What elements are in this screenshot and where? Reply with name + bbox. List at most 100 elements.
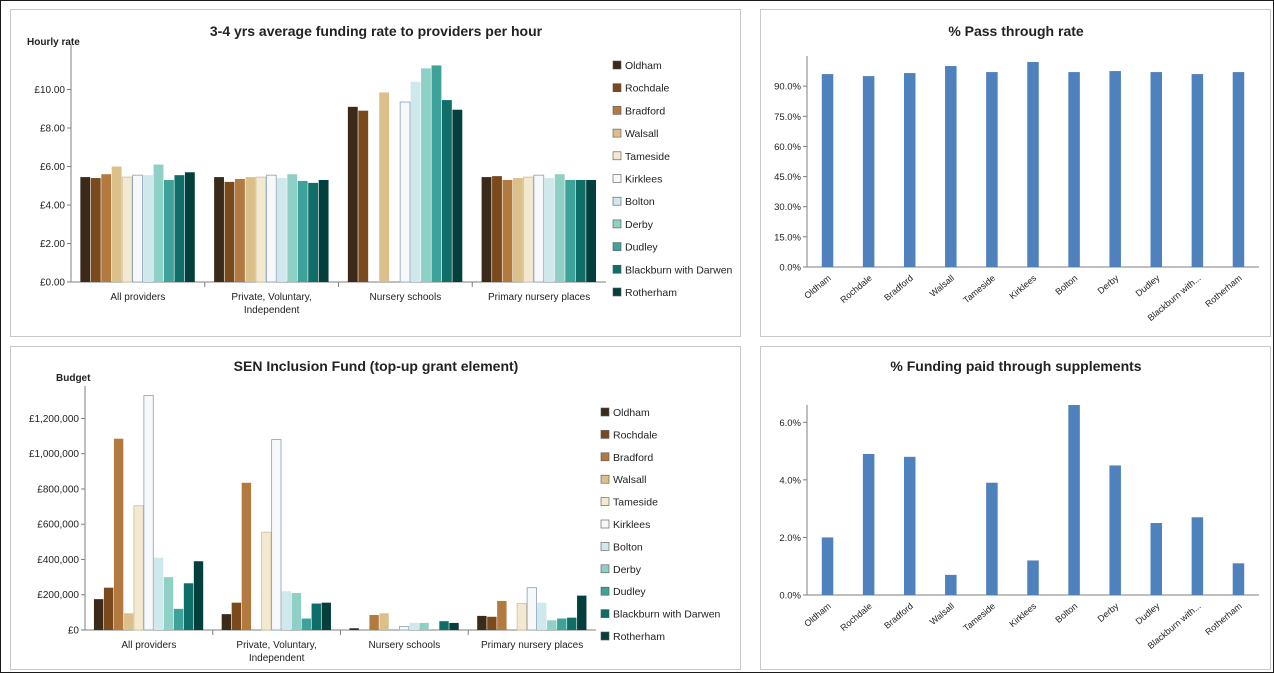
y-tick-label: £600,000 bbox=[37, 520, 79, 531]
bar-bradford bbox=[113, 438, 124, 630]
funding-rate-chart: 3-4 yrs average funding rate to provider… bbox=[27, 23, 733, 316]
y-tick-label: £4.00 bbox=[40, 201, 65, 212]
bar-tameside bbox=[516, 603, 527, 631]
bar-oldham bbox=[349, 628, 359, 630]
bar-bradford bbox=[369, 615, 379, 630]
bar-tameside bbox=[121, 176, 133, 283]
bar-bradford bbox=[235, 179, 245, 282]
bar-bradford bbox=[497, 600, 507, 630]
bar-derby bbox=[153, 164, 164, 282]
bar-derby bbox=[547, 620, 557, 630]
bar-rotherham bbox=[1232, 72, 1245, 267]
y-tick-label: £0.00 bbox=[40, 278, 65, 289]
legend-label: Dudley bbox=[613, 586, 646, 598]
bar-oldham bbox=[821, 74, 834, 267]
x-tick-label: All providers bbox=[121, 640, 176, 651]
bar-walsall bbox=[945, 66, 957, 267]
x-tick-label: Rotherham bbox=[1203, 601, 1244, 637]
x-tick-label: Derby bbox=[1096, 273, 1121, 296]
x-tick-label: Nursery schools bbox=[370, 292, 442, 303]
bar-bradford bbox=[101, 174, 112, 282]
legend-label: Derby bbox=[625, 219, 654, 231]
bar-derby bbox=[1109, 465, 1121, 595]
legend-swatch bbox=[600, 452, 610, 462]
y-axis-label: Budget bbox=[56, 373, 91, 384]
bar-blackburn-with bbox=[1191, 517, 1204, 595]
x-tick-label: Nursery schools bbox=[369, 640, 441, 651]
x-tick-label: Independent bbox=[249, 653, 305, 664]
bar-oldham bbox=[214, 177, 224, 282]
legend-label: Rotherham bbox=[625, 287, 677, 299]
legend-label: Bradford bbox=[625, 105, 665, 117]
chart-title: % Funding paid through supplements bbox=[890, 358, 1141, 374]
bar-bolton bbox=[409, 622, 419, 630]
x-tick-label: Independent bbox=[244, 305, 300, 316]
supplements-chart: % Funding paid through supplements 0.0% 2.… bbox=[779, 358, 1259, 651]
legend-swatch bbox=[600, 542, 610, 551]
bar-kirklees bbox=[132, 174, 143, 283]
x-tick-label: Kirklees bbox=[1007, 601, 1038, 630]
bar-derby bbox=[291, 592, 301, 630]
legend-label: Blackburn with Darwen bbox=[625, 264, 733, 276]
y-tick-label: 15.0% bbox=[774, 232, 801, 243]
legend-swatch bbox=[600, 497, 610, 506]
y-tick-label: £1,000,000 bbox=[29, 449, 79, 460]
x-tick-label: Primary nursery places bbox=[481, 640, 583, 651]
legend-label: Kirklees bbox=[625, 174, 662, 186]
legend-label: Tameside bbox=[625, 151, 670, 163]
bar-walsall bbox=[379, 613, 389, 630]
y-tick-label: 0.0% bbox=[779, 591, 801, 602]
pass-through-chart: % Pass through rate 0.0% 15.0% 30.0% 45.0% 60… bbox=[774, 23, 1259, 323]
bar-tameside bbox=[255, 176, 267, 283]
bar-rotherham bbox=[184, 172, 195, 282]
bar-derby bbox=[163, 577, 174, 630]
legend-label: Bolton bbox=[613, 541, 643, 553]
legend-swatch bbox=[612, 219, 622, 229]
x-tick-label: Derby bbox=[1096, 601, 1121, 624]
legend-swatch bbox=[612, 174, 622, 183]
y-tick-label: 4.0% bbox=[779, 475, 801, 486]
bar-bolton bbox=[276, 178, 287, 282]
x-tick-label: Rotherham bbox=[1203, 273, 1244, 309]
bar-oldham bbox=[477, 615, 487, 630]
x-tick-label: Bradford bbox=[882, 601, 915, 631]
bar-bolton bbox=[281, 591, 292, 630]
bar-oldham bbox=[93, 599, 104, 630]
bar-rochdale bbox=[103, 587, 114, 630]
x-tick-label: Dudley bbox=[1134, 601, 1162, 627]
legend-label: Bolton bbox=[625, 196, 655, 208]
legend-label: Rochdale bbox=[613, 429, 658, 441]
y-tick-label: £2.00 bbox=[40, 239, 65, 250]
bar-derby bbox=[287, 174, 298, 282]
y-tick-label: £0 bbox=[68, 626, 80, 637]
bar-rochdale bbox=[487, 616, 497, 630]
sen-inclusion-panel: SEN Inclusion Fund (top-up grant element… bbox=[10, 346, 741, 670]
bar-dudley bbox=[164, 179, 174, 282]
bar-derby bbox=[1109, 71, 1121, 267]
supplements-panel: % Funding paid through supplements 0.0% 2.… bbox=[760, 346, 1271, 670]
legend-swatch bbox=[612, 151, 622, 161]
bar-kirklees bbox=[533, 174, 545, 283]
y-tick-label: £800,000 bbox=[37, 484, 79, 495]
bar-rochdale bbox=[358, 110, 369, 282]
bar-dudley bbox=[565, 179, 576, 282]
y-tick-label: £200,000 bbox=[37, 590, 79, 601]
bar-blackburn-with-darwen bbox=[575, 179, 586, 282]
bar-dudley bbox=[1150, 72, 1163, 267]
y-tick-label: £1,200,000 bbox=[29, 414, 79, 425]
bar-bradford bbox=[502, 179, 513, 282]
legend-swatch bbox=[612, 106, 622, 115]
legend-swatch bbox=[600, 430, 610, 439]
bar-blackburn-with-darwen bbox=[183, 583, 194, 630]
legend-label: Derby bbox=[613, 564, 642, 576]
legend-label: Walsall bbox=[613, 474, 646, 486]
x-tick-label: Bradford bbox=[882, 273, 915, 303]
bar-derby bbox=[419, 622, 429, 630]
bar-rochdale bbox=[224, 181, 235, 282]
bar-walsall bbox=[245, 177, 256, 282]
legend-swatch bbox=[612, 265, 622, 274]
bar-oldham bbox=[821, 537, 834, 595]
sen-inclusion-chart: SEN Inclusion Fund (top-up grant element… bbox=[29, 358, 721, 664]
bar-rotherham bbox=[449, 622, 459, 630]
bar-bolton bbox=[153, 557, 164, 630]
